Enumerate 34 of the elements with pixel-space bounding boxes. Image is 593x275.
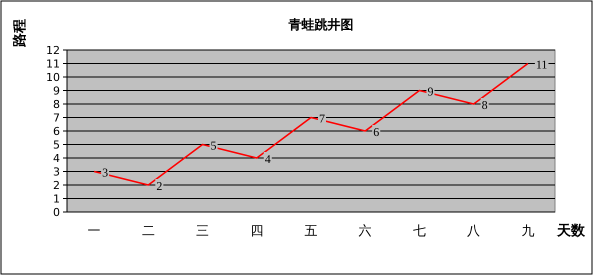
x-tick-label: 六 [358,224,372,239]
x-tick-label: 三 [196,224,210,239]
x-tick-label: 八 [467,224,480,239]
y-tick-label: 10 [46,71,60,84]
y-tick-label: 4 [53,152,60,165]
y-tick-label: 1 [53,192,60,206]
y-tick-label: 7 [53,112,60,124]
x-tick-label: 二 [142,224,155,239]
x-tick-label: 七 [412,224,426,239]
y-tick-label: 12 [46,44,60,57]
y-axis-title: 路程 [12,19,28,48]
x-axis-title: 天数 [556,223,586,239]
y-tick-label: 0 [53,206,60,219]
data-label: 7 [319,112,325,126]
x-tick-label: 四 [250,224,264,239]
data-label: 8 [482,98,488,112]
x-tick-label: 九 [521,224,534,239]
data-label: 3 [102,166,108,180]
chart-title: 青蛙跳井图 [288,17,354,33]
data-label: 11 [536,58,548,72]
y-tick-label: 3 [53,166,60,178]
y-tick-label: 11 [46,58,60,70]
y-tick-label: 5 [53,138,60,152]
x-tick-label: 一 [88,224,101,239]
data-label: 5 [210,138,217,152]
data-label: 2 [156,179,162,193]
data-label: 9 [427,84,434,98]
y-tick-label: 9 [53,84,60,98]
y-tick-label: 8 [53,98,60,111]
data-label: 6 [373,125,380,139]
y-tick-label: 2 [53,179,60,192]
y-tick-label: 6 [53,125,60,138]
x-tick-label: 五 [304,224,318,239]
data-label: 4 [264,152,271,166]
